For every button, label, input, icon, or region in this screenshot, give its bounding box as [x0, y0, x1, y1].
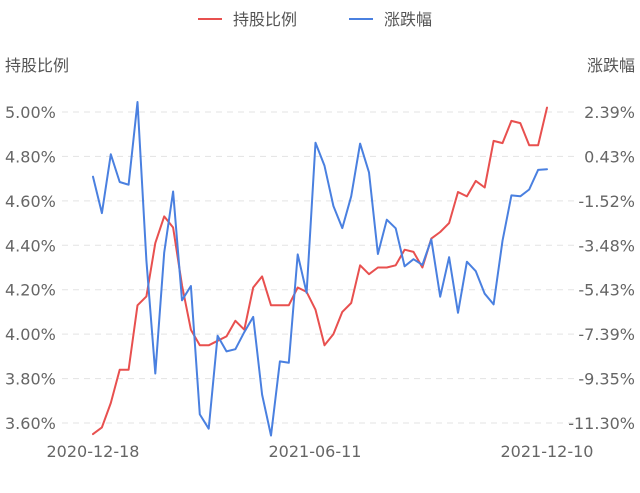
y-left-tick-label: 4.00%	[5, 325, 56, 344]
series-lines	[92, 101, 548, 437]
y-left-tick-label: 3.60%	[5, 414, 56, 433]
y-left-tick-label: 4.80%	[5, 147, 56, 166]
y-right-tick-label: -5.43%	[578, 281, 635, 300]
y-right-tick-label: -7.39%	[578, 325, 635, 344]
y-right-tick-label: 0.43%	[584, 147, 635, 166]
y-left-tick-label: 5.00%	[5, 103, 56, 122]
x-tick-label: 2020-12-18	[47, 442, 140, 461]
series-line-change	[92, 101, 548, 437]
y-left-axis-title: 持股比例	[5, 56, 69, 75]
y-left-tick-label: 4.60%	[5, 192, 56, 211]
y-right-tick-label: -3.48%	[578, 236, 635, 255]
y-right-tick-label: 2.39%	[584, 103, 635, 122]
y-right-axis-title: 涨跌幅	[587, 56, 635, 75]
legend: 持股比例 涨跌幅	[198, 10, 432, 29]
y-left-tick-label: 4.20%	[5, 281, 56, 300]
x-tick-label: 2021-06-11	[269, 442, 362, 461]
x-tick-labels: 2020-12-18 2021-06-11 2021-12-10	[47, 442, 594, 461]
y-left-tick-label: 4.40%	[5, 236, 56, 255]
legend-label-holding-ratio: 持股比例	[233, 10, 297, 29]
y-left-tick-labels: 3.60% 3.80% 4.00% 4.20% 4.40% 4.60% 4.80% 5.00%	[5, 103, 56, 433]
y-right-tick-label: -9.35%	[578, 370, 635, 389]
y-right-tick-label: -11.30%	[568, 414, 635, 433]
legend-item-change[interactable]: 涨跌幅	[349, 10, 432, 29]
y-right-tick-label: -1.52%	[578, 192, 635, 211]
x-tick-label: 2021-12-10	[501, 442, 594, 461]
y-left-tick-label: 3.80%	[5, 370, 56, 389]
legend-item-holding-ratio[interactable]: 持股比例	[198, 10, 297, 29]
gridlines	[62, 111, 578, 424]
y-right-tick-labels: -11.30% -9.35% -7.39% -5.43% -3.48% -1.52% 0.4…	[568, 103, 635, 433]
legend-label-change: 涨跌幅	[384, 10, 432, 29]
